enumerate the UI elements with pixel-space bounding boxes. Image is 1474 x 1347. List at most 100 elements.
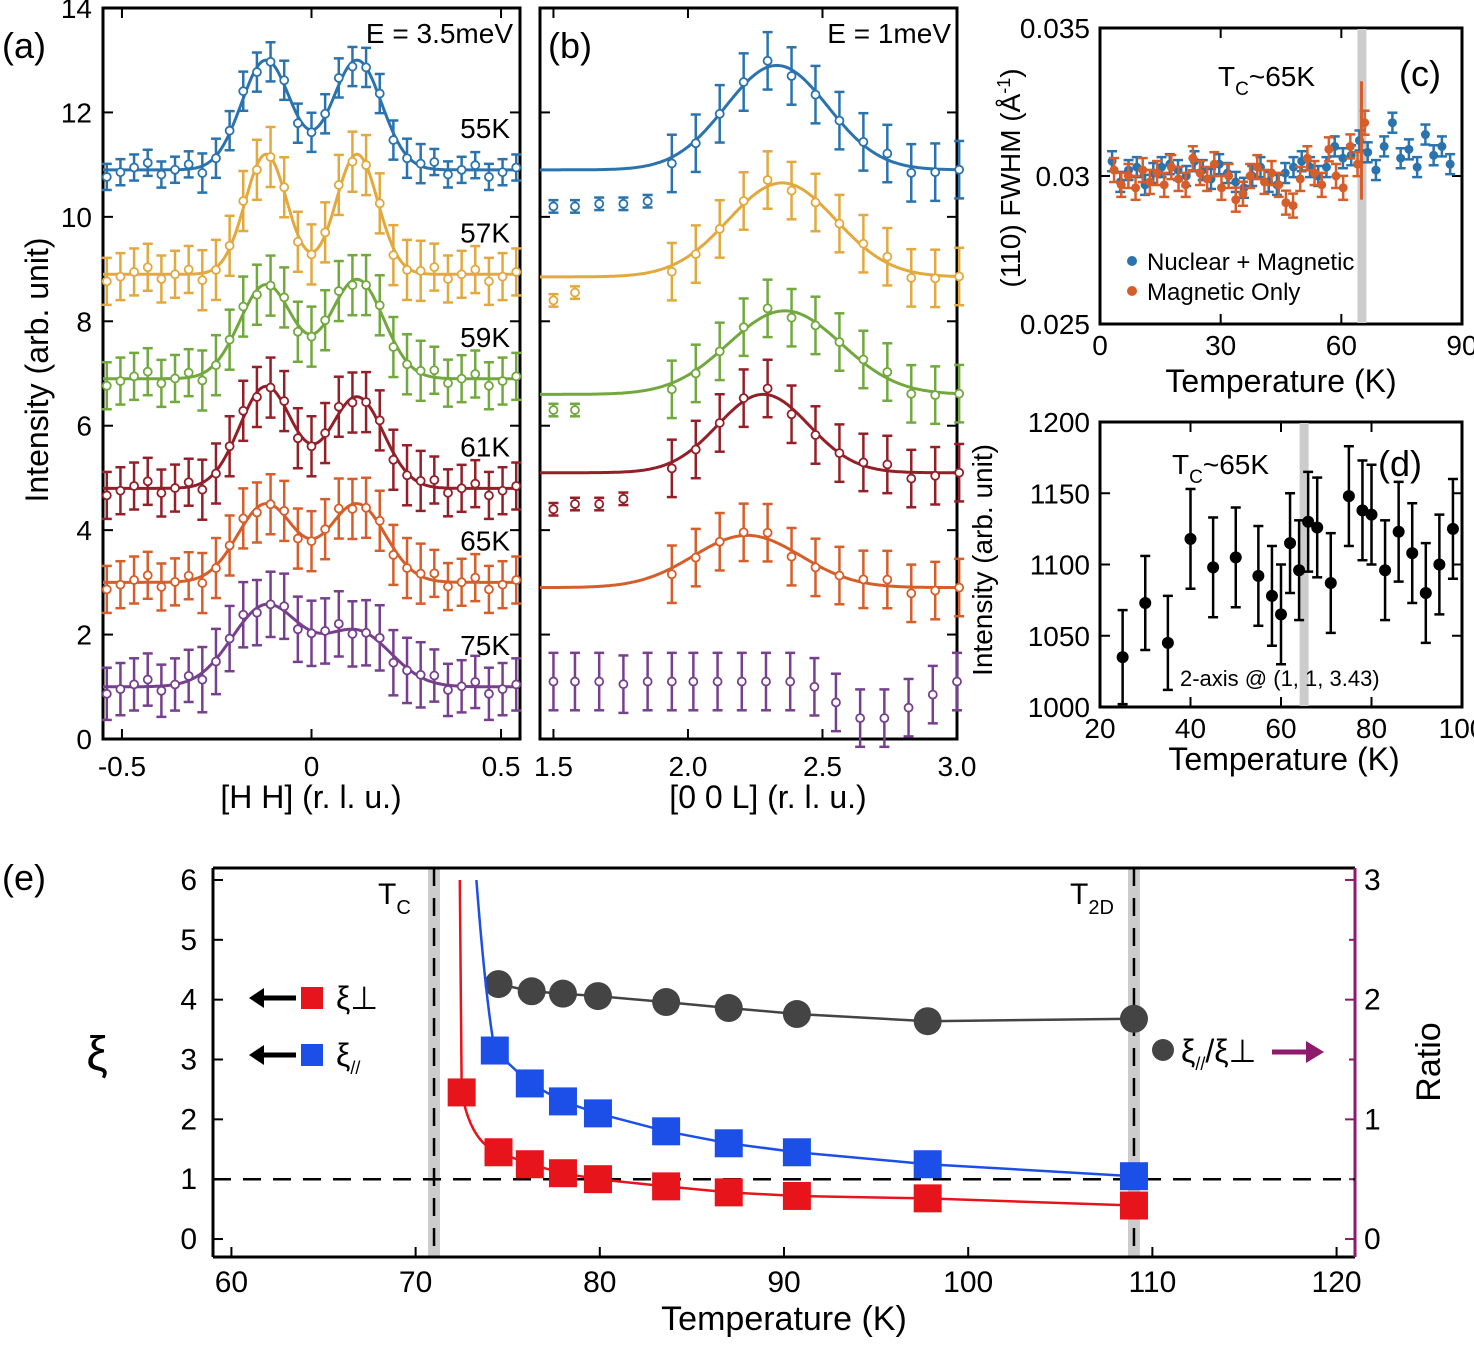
data-point-59K — [170, 373, 180, 384]
data-point-59K — [762, 303, 773, 314]
data-point-55K — [183, 159, 194, 170]
data-point-55K — [129, 162, 139, 173]
data-point-75K — [785, 676, 796, 687]
e-ytick-label: 4 — [180, 984, 197, 1017]
data-point-65K — [224, 540, 235, 551]
data-point-59K — [265, 280, 276, 291]
data-point-61K — [265, 382, 276, 393]
c-xtick-label: 30 — [1205, 330, 1236, 361]
data-point-59K — [183, 367, 194, 378]
series-label-65K: 65K — [460, 526, 510, 557]
panel-d-tc-val: ~65K — [1203, 449, 1269, 480]
data-point-59K — [279, 292, 290, 303]
ratio-point — [782, 1000, 811, 1029]
data-point-55K — [762, 55, 773, 66]
d-xtick-label: 100 — [1439, 713, 1474, 744]
legend-par-sub: // — [350, 1058, 360, 1078]
data-point-61K — [415, 475, 426, 486]
panel-e-tc-t: T — [378, 878, 396, 911]
data-point-75K — [879, 713, 890, 724]
panel-e-xlabel: Temperature (K) — [661, 1300, 907, 1338]
data-point-61K — [211, 468, 221, 479]
data-point-59K — [484, 380, 494, 391]
data-point-75K — [415, 669, 426, 680]
data-point-59K — [142, 366, 153, 377]
data-point-61K — [115, 485, 126, 496]
panel-c: (c) TC~65K (110) FWHM (Å-1) Temperature … — [994, 13, 1474, 399]
panel-d-ylabel: Intensity (arb. unit) — [967, 444, 998, 676]
data-point-75K — [265, 599, 276, 610]
data-point-59K — [347, 280, 358, 291]
legend-par-arrowhead — [249, 1045, 264, 1065]
data-point-magnetic — [1331, 171, 1341, 181]
data-point-57K — [361, 160, 371, 171]
data-point-55K — [156, 169, 167, 180]
data-point-75K — [927, 689, 938, 700]
data-point-55K — [470, 160, 481, 171]
c-xtick-label: 90 — [1446, 330, 1474, 361]
data-point-61K — [374, 415, 385, 426]
data-point-nuclear — [1338, 153, 1348, 163]
panel-e-t2d-sub: 2D — [1088, 897, 1114, 919]
data-point-61K — [347, 397, 358, 408]
fit-curve-61K — [540, 392, 957, 475]
data-point-55K — [548, 201, 559, 212]
data-point-magnetic — [1317, 180, 1327, 190]
data-point-59K — [156, 378, 167, 389]
panel-a: (a) E = 3.5meV Intensity (arb. unit) [H … — [2, 0, 522, 815]
data-point-55K — [834, 115, 845, 126]
data-point-75K — [484, 688, 494, 699]
ratio-point — [517, 977, 546, 1006]
a-ytick-label: 6 — [76, 411, 92, 442]
data-point-59K — [906, 388, 917, 399]
data-point-55K — [224, 125, 235, 136]
data-point-57K — [374, 198, 385, 209]
data-point-61K — [252, 392, 262, 402]
data-point-magnetic — [1338, 183, 1348, 193]
d-ytick-label: 1150 — [1030, 478, 1090, 509]
data-point-nuclear — [1363, 147, 1373, 157]
data-point-nuclear — [1420, 130, 1430, 140]
data-point-75K — [170, 679, 180, 690]
series-label-59K: 59K — [460, 322, 510, 353]
d-xtick-label: 80 — [1356, 713, 1387, 744]
data-point-75K — [129, 679, 139, 690]
data-point-d — [1406, 547, 1419, 560]
data-point-65K — [484, 584, 494, 595]
data-point-55K — [906, 167, 917, 178]
data-point-61K — [101, 490, 112, 501]
xi-perp-point — [782, 1181, 811, 1210]
data-point-61K — [306, 441, 317, 452]
a-xtick-label: 0 — [304, 751, 320, 782]
data-point-65K — [333, 503, 344, 514]
d-xtick-label: 20 — [1084, 713, 1115, 744]
xi-par-point — [515, 1069, 544, 1098]
a-ytick-label: 0 — [76, 724, 92, 755]
data-point-55K — [265, 56, 276, 67]
ratio-point — [714, 994, 743, 1023]
data-point-59K — [129, 371, 139, 382]
e-xtick-label: 100 — [943, 1266, 993, 1299]
data-point-d — [1379, 564, 1392, 577]
data-point-75K — [570, 676, 580, 687]
data-point-75K — [292, 624, 303, 635]
data-point-magnetic — [1181, 180, 1191, 190]
data-point-nuclear — [1288, 162, 1298, 172]
data-point-57K — [906, 272, 917, 283]
data-point-nuclear — [1445, 159, 1455, 169]
data-point-59K — [570, 405, 580, 415]
xi-par-point — [480, 1036, 509, 1065]
data-point-65K — [690, 552, 701, 563]
data-point-55K — [101, 172, 112, 182]
data-point-nuclear — [1379, 141, 1389, 151]
panel-e-label: (e) — [2, 857, 46, 898]
data-point-magnetic — [1174, 174, 1184, 184]
panel-e-y2label: Ratio — [1410, 1022, 1448, 1101]
data-point-57K — [320, 227, 331, 238]
data-point-d — [1207, 561, 1220, 574]
data-point-61K — [954, 467, 965, 478]
data-point-65K — [470, 572, 481, 583]
data-point-59K — [306, 331, 317, 342]
data-point-59K — [320, 315, 331, 326]
data-point-55K — [402, 153, 412, 164]
